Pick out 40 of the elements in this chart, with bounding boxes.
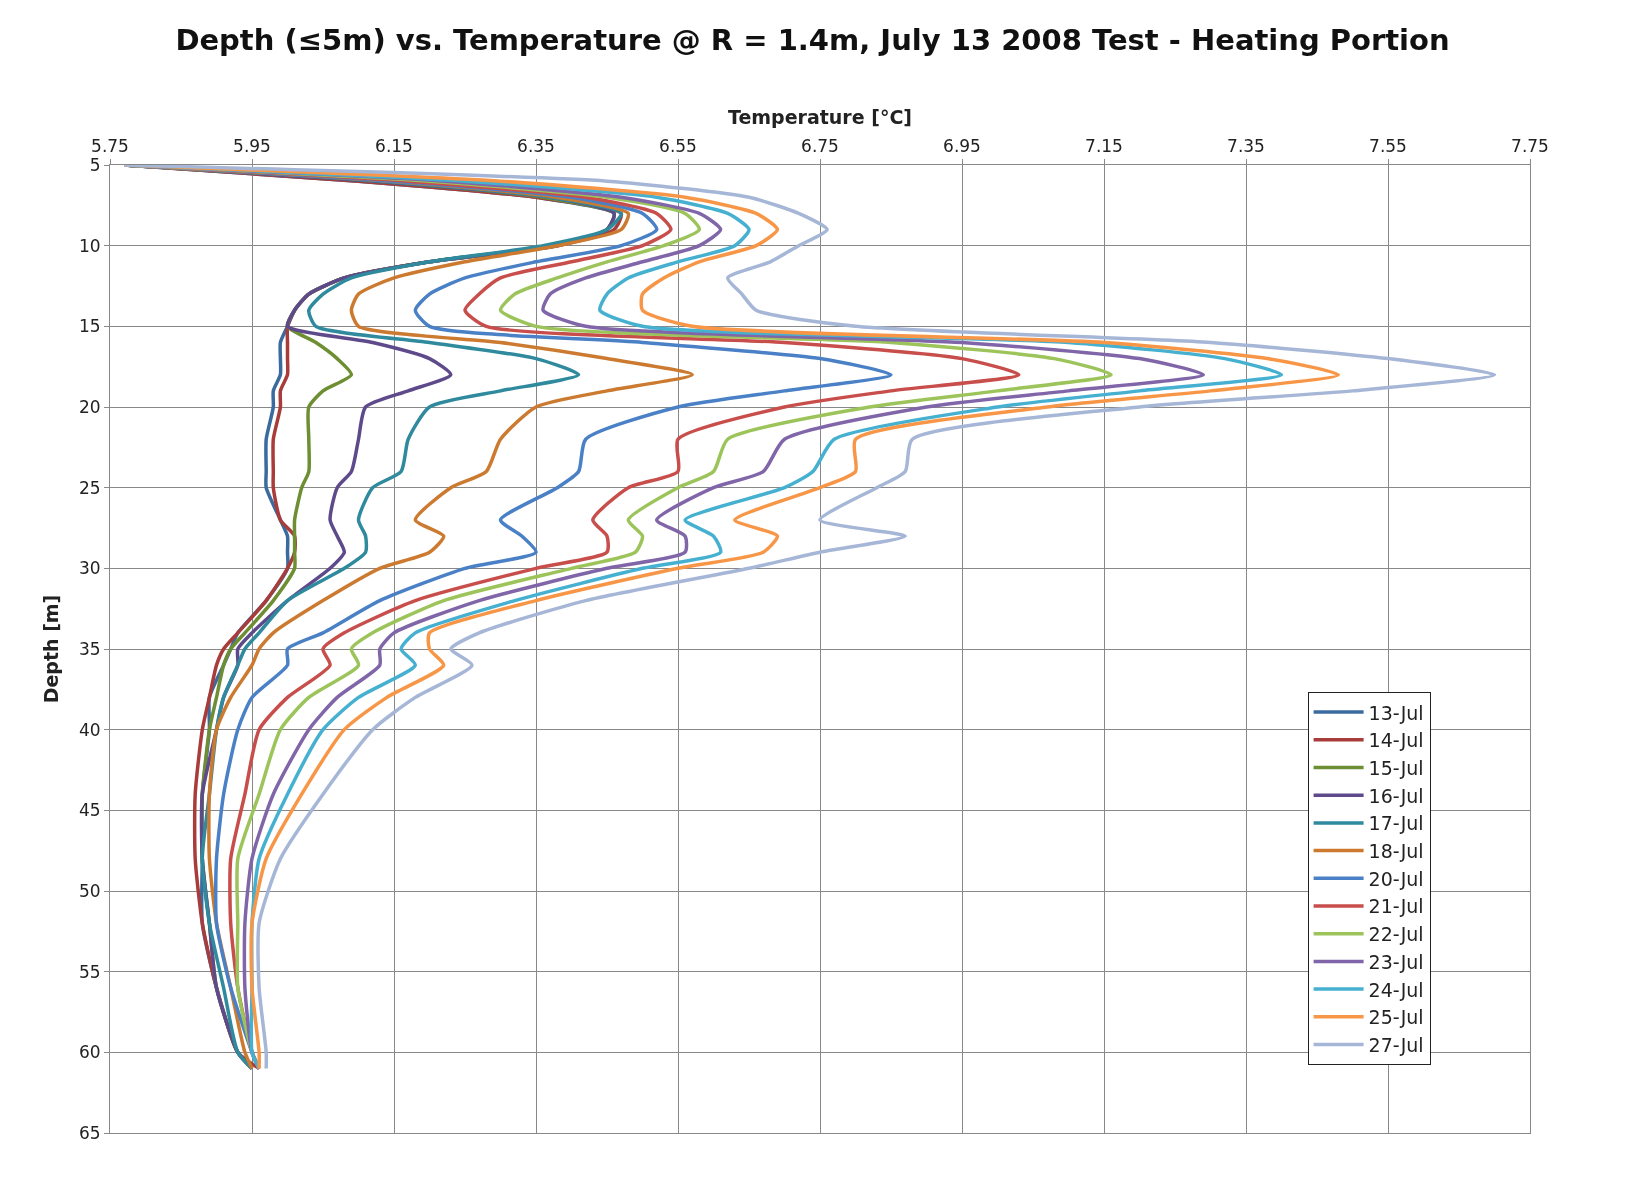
legend-label: 14-Jul xyxy=(1368,729,1424,752)
x-axis-title: Temperature [°C] xyxy=(727,106,913,129)
legend-label: 24-Jul xyxy=(1368,978,1424,1001)
x-tick-label: 5.75 xyxy=(91,136,129,157)
legend-label: 22-Jul xyxy=(1368,923,1424,946)
legend-label: 15-Jul xyxy=(1368,756,1424,779)
x-tick-label: 6.35 xyxy=(517,136,555,157)
x-tick-label: 7.55 xyxy=(1369,136,1407,157)
y-tick-label: 10 xyxy=(78,235,101,256)
y-tick-label: 45 xyxy=(78,800,101,821)
legend-label: 21-Jul xyxy=(1368,895,1424,918)
y-tick-label: 60 xyxy=(78,1042,101,1063)
y-tick-label: 40 xyxy=(78,719,101,740)
x-tick-label: 7.15 xyxy=(1085,136,1123,157)
legend-label: 17-Jul xyxy=(1368,812,1424,835)
legend-label: 18-Jul xyxy=(1368,840,1424,862)
y-tick-label: 15 xyxy=(78,316,101,337)
legend-label: 23-Jul xyxy=(1368,950,1424,973)
chart-title: Depth (≤5m) vs. Temperature @ R = 1.4m, July 13 2008 Test - Heating Portion xyxy=(175,22,1450,57)
legend-label: 27-Jul xyxy=(1368,1033,1424,1056)
x-tick-label: 6.15 xyxy=(375,136,413,157)
x-tick-label: 7.75 xyxy=(1511,136,1549,157)
y-tick-label: 35 xyxy=(78,638,101,659)
y-axis-title: Depth [m] xyxy=(39,594,62,704)
y-tick-label: 20 xyxy=(78,396,101,417)
y-tick-label: 55 xyxy=(78,961,101,982)
x-tick-label: 6.75 xyxy=(801,136,839,157)
y-tick-label: 25 xyxy=(78,477,101,498)
legend-label: 13-Jul xyxy=(1368,701,1424,724)
y-tick-label: 30 xyxy=(78,558,101,579)
y-tick-label: 65 xyxy=(78,1122,101,1143)
x-tick-label: 6.95 xyxy=(943,136,981,157)
x-tick-label: 5.95 xyxy=(233,136,271,157)
legend-label: 25-Jul xyxy=(1368,1006,1424,1029)
y-tick-label: 5 xyxy=(89,154,101,175)
legend-label: 16-Jul xyxy=(1368,784,1424,807)
x-tick-label: 7.35 xyxy=(1227,136,1265,157)
y-tick-label: 50 xyxy=(78,880,101,901)
legend-label: 20-Jul xyxy=(1368,867,1424,890)
x-tick-label: 6.55 xyxy=(659,136,697,157)
